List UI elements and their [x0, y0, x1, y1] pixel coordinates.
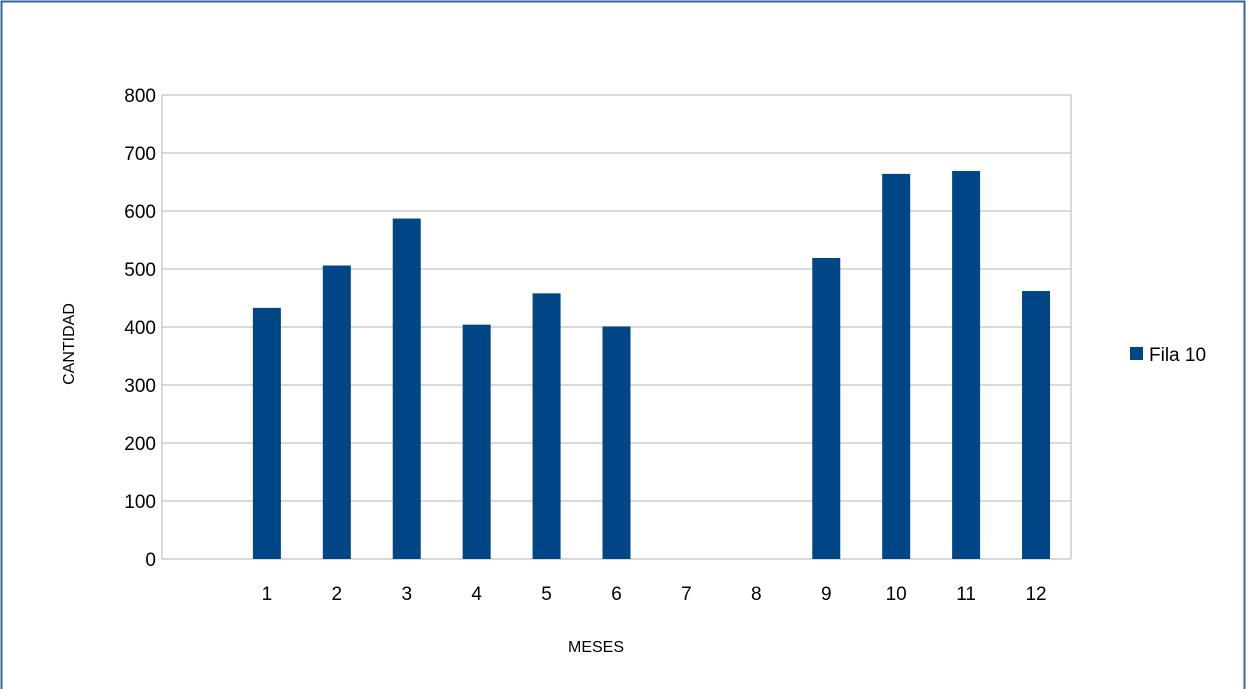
x-tick-label: 3 [401, 584, 412, 605]
bar-month-10 [882, 173, 911, 559]
y-tick-label: 100 [124, 492, 156, 513]
x-tick-label: 11 [956, 584, 976, 605]
bar-month-3 [392, 218, 421, 560]
x-tick-label: 5 [541, 584, 552, 605]
bar-month-9 [812, 257, 841, 559]
x-axis-ticks: 1 2 3 4 5 6 7 8 9 10 11 12 [262, 584, 1047, 605]
y-tick-label: 300 [124, 376, 156, 397]
y-axis-ticks: 0 100 200 300 400 500 600 700 800 [124, 86, 156, 571]
legend: Fila 10 [1130, 345, 1206, 366]
x-tick-label: 7 [681, 584, 692, 605]
y-tick-label: 200 [124, 434, 156, 455]
y-tick-label: 600 [124, 202, 156, 223]
y-tick-label: 700 [124, 144, 156, 165]
y-tick-label: 800 [124, 86, 156, 107]
bar-month-2 [322, 265, 351, 559]
x-tick-label: 9 [821, 584, 832, 605]
legend-swatch-fila-10 [1130, 347, 1143, 360]
y-tick-label: 400 [124, 318, 156, 339]
bar-month-11 [952, 170, 981, 560]
x-tick-label: 2 [332, 584, 343, 605]
bar-month-1 [252, 307, 281, 559]
bar-month-5 [532, 293, 561, 559]
y-axis-title: CANTIDAD [61, 303, 78, 385]
bar-month-4 [462, 324, 491, 559]
x-tick-label: 12 [1025, 584, 1046, 605]
x-tick-label: 10 [886, 584, 907, 605]
bars-layer [252, 170, 1051, 560]
bar-month-12 [1022, 291, 1051, 559]
x-tick-label: 1 [262, 584, 273, 605]
y-tick-label: 500 [124, 260, 156, 281]
y-tick-label: 0 [145, 550, 156, 571]
x-tick-label: 8 [751, 584, 762, 605]
legend-label-fila-10: Fila 10 [1149, 345, 1206, 366]
bar-month-6 [602, 326, 631, 559]
x-tick-label: 6 [611, 584, 622, 605]
x-axis-title: MESES [568, 639, 624, 656]
x-tick-label: 4 [471, 584, 482, 605]
